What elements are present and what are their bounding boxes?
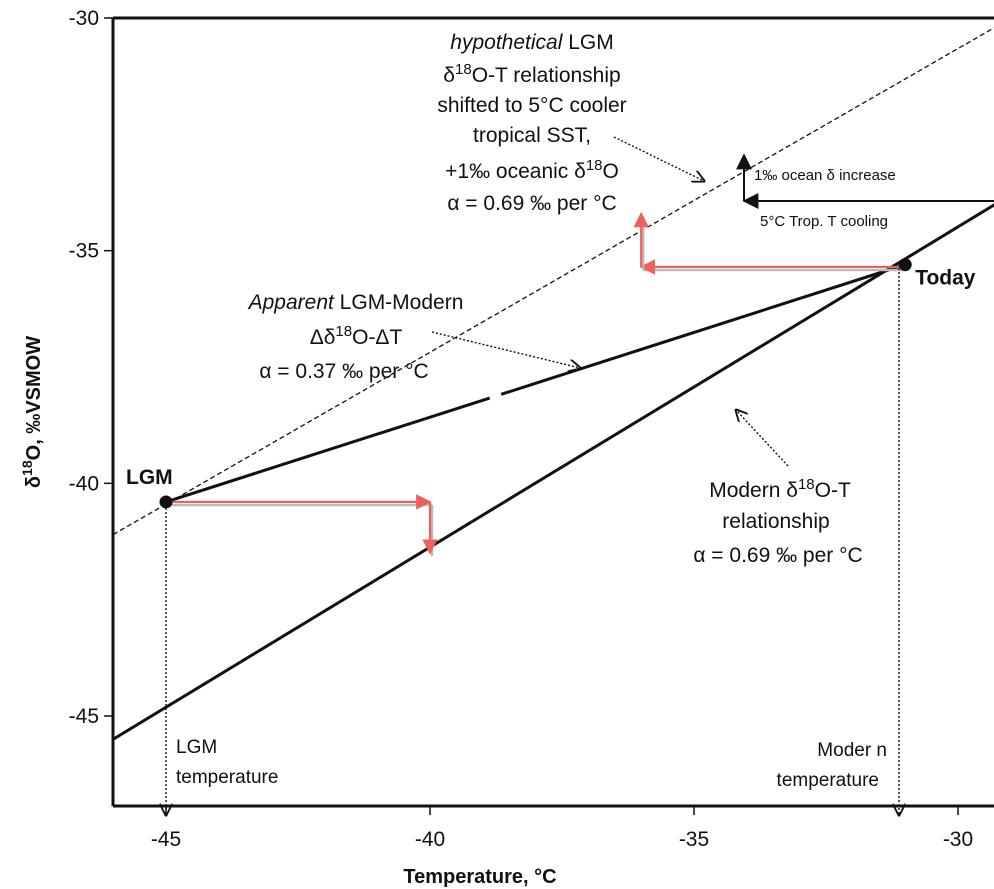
y-tick-label: -40 [69,472,99,495]
svg-text:hypothetical LGM: hypothetical LGM [450,31,613,54]
point-today [898,258,912,272]
y-tick-label: -35 [69,240,99,263]
series-lines [112,27,994,741]
annotation-apparent: Apparent LGM-Modern Δδ18O-ΔT α = 0.37 ‰ … [247,291,464,383]
temperature-dropdown-lines [166,268,899,815]
svg-text:+1‰ oceanic δ18O: +1‰ oceanic δ18O [445,157,619,183]
svg-text:α = 0.37 ‰ per °C: α = 0.37 ‰ per °C [259,360,428,383]
data-points: LGM Today [126,258,976,509]
apparent-lgm-modern-line [165,263,906,504]
x-tick-label: -30 [943,828,973,851]
svg-text:δ18O, ‰VSMOW: δ18O, ‰VSMOW [19,336,45,488]
svg-text:α = 0.69 ‰ per °C: α = 0.69 ‰ per °C [447,192,616,215]
x-axis-title: Temperature, °C [403,866,556,888]
shift-arrows [736,153,994,209]
modern-temperature-label: Moder n temperature [777,740,887,791]
axis-ticks: -45 -40 -35 -30 -30 -35 -40 -45 [69,7,974,851]
svg-text:temperature: temperature [777,770,879,791]
svg-text:α = 0.69 ‰ per °C: α = 0.69 ‰ per °C [693,544,862,567]
red-arrows [166,211,908,557]
svg-text:δ18O-T relationship: δ18O-T relationship [443,61,620,87]
svg-text:relationship: relationship [722,510,829,533]
y-tick-label: -45 [69,705,99,728]
y-axis-title: δ18O, ‰VSMOW [19,336,45,488]
point-lgm [159,495,173,509]
x-tick-label: -40 [415,828,445,851]
apparent-pointer [431,331,580,368]
annotation-hypothetical: hypothetical LGM δ18O-T relationship shi… [437,31,626,215]
svg-text:LGM: LGM [176,737,217,758]
modern-pointer [736,410,789,467]
y-tick-label: -30 [69,7,99,30]
svg-text:temperature: temperature [176,767,278,788]
ocean-increase-label: 1‰ ocean δ increase [754,167,896,184]
svg-text:Δδ18O-ΔT: Δδ18O-ΔT [310,323,403,349]
plot-frame [111,16,994,808]
svg-text:Modern δ18O-T: Modern δ18O-T [709,476,851,502]
point-label-today: Today [915,267,976,290]
annotation-pointers [431,136,789,467]
point-label-lgm: LGM [126,466,173,489]
hypothetical-lgm-line [112,27,994,536]
annotation-modern: Modern δ18O-T relationship α = 0.69 ‰ pe… [693,476,862,567]
svg-text:Moder n: Moder n [817,740,887,761]
svg-text:shifted to 5°C cooler: shifted to 5°C cooler [437,94,626,117]
svg-text:tropical SST,: tropical SST, [473,124,591,147]
svg-text:Apparent LGM-Modern: Apparent LGM-Modern [247,291,464,314]
trop-cooling-label: 5°C Trop. T cooling [760,213,888,230]
hypothetical-pointer [613,136,704,181]
x-tick-label: -45 [151,828,181,851]
modern-relationship-line [112,203,994,741]
lgm-temperature-label: LGM temperature [176,737,278,788]
x-tick-label: -35 [679,828,709,851]
